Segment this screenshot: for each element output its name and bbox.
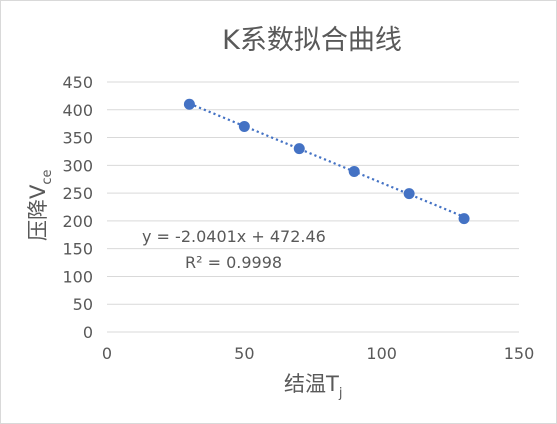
y-tick-label: 300 — [62, 156, 93, 175]
chart-title: K系数拟合曲线 — [222, 25, 402, 56]
x-tick-label: 100 — [366, 344, 397, 363]
x-axis-ticks: 0 50 100 150 — [102, 344, 534, 363]
data-point — [458, 213, 470, 225]
trendline-equation: y = -2.0401x + 472.46 — [142, 227, 326, 246]
y-axis-title: 压降Vce — [26, 169, 55, 241]
data-point — [238, 120, 250, 132]
y-tick-label: 100 — [62, 267, 93, 286]
linear-trendline — [188, 102, 465, 218]
data-point — [403, 188, 415, 200]
trendline-group — [188, 102, 465, 218]
y-axis-title-main: 压降V — [26, 184, 50, 241]
y-tick-label: 250 — [62, 184, 93, 203]
data-point — [183, 98, 195, 110]
y-tick-label: 400 — [62, 101, 93, 120]
gridlines — [107, 81, 519, 333]
x-axis-title: 结温Tj — [284, 372, 342, 401]
x-axis-title-sub: j — [338, 386, 343, 401]
y-axis-title-sub: ce — [40, 169, 55, 184]
y-tick-label: 450 — [62, 73, 93, 92]
x-tick-label: 50 — [234, 344, 254, 363]
y-tick-label: 350 — [62, 129, 93, 148]
y-tick-label: 50 — [73, 295, 93, 314]
x-tick-label: 0 — [102, 344, 112, 363]
y-tick-label: 150 — [62, 240, 93, 259]
y-tick-label: 200 — [62, 212, 93, 231]
y-tick-label: 0 — [83, 323, 93, 342]
trendline-r-squared: R² = 0.9998 — [185, 253, 282, 272]
x-axis-title-main: 结温T — [284, 372, 339, 396]
x-tick-label: 150 — [504, 344, 535, 363]
data-points — [183, 98, 470, 225]
y-axis-ticks: 0 50 100 150 200 250 300 350 400 450 — [62, 73, 93, 342]
data-point — [293, 143, 305, 155]
data-point — [348, 165, 360, 177]
